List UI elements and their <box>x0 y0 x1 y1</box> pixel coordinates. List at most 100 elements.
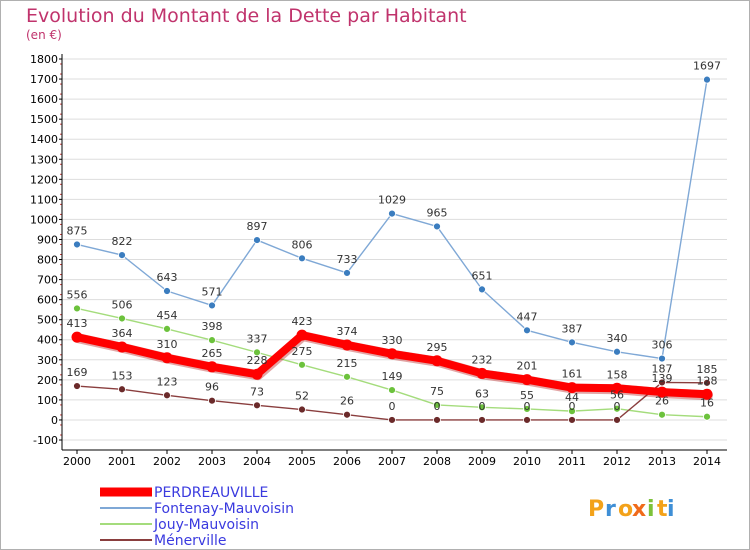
data-point-fontenay-mauvoisin <box>478 285 486 294</box>
data-label-fontenay-mauvoisin: 965 <box>427 206 448 219</box>
y-tick-label: 1400 <box>30 133 58 146</box>
data-point-jouy-mauvoisin <box>253 348 261 357</box>
data-point-fontenay-mauvoisin <box>703 75 711 84</box>
logo-letter: r <box>605 497 616 522</box>
data-label-perdreauville: 423 <box>292 315 313 328</box>
data-label-m-nerville: 0 <box>524 400 531 413</box>
x-tick-label: 2003 <box>198 455 226 468</box>
data-point-m-nerville <box>703 378 711 387</box>
x-tick-label: 2012 <box>603 455 631 468</box>
data-label-m-nerville: 153 <box>112 369 133 382</box>
series-layer <box>71 75 713 424</box>
y-tick-label: 1600 <box>30 93 58 106</box>
data-point-m-nerville <box>613 416 621 424</box>
data-label-jouy-mauvoisin: 215 <box>337 357 358 370</box>
data-label-layer: 875 822 643 571 897 806 733 1029 965 651 447 387 340… <box>67 60 722 413</box>
data-label-perdreauville: 128 <box>697 374 718 387</box>
y-tick-label: 1300 <box>30 153 58 166</box>
data-label-perdreauville: 265 <box>202 347 223 360</box>
logo-letter: x <box>632 497 646 522</box>
chart-subtitle: (en €) <box>26 28 62 42</box>
data-label-jouy-mauvoisin: 149 <box>382 370 403 383</box>
data-label-m-nerville: 0 <box>569 400 576 413</box>
data-point-fontenay-mauvoisin <box>118 251 126 260</box>
logo-letter: P <box>588 497 604 522</box>
data-label-m-nerville: 52 <box>295 390 309 403</box>
data-point-jouy-mauvoisin <box>343 372 351 381</box>
data-label-jouy-mauvoisin: 26 <box>655 395 669 408</box>
data-point-fontenay-mauvoisin <box>658 354 666 363</box>
y-tick-label: 200 <box>37 374 58 387</box>
data-label-fontenay-mauvoisin: 447 <box>517 310 538 323</box>
axis-layer: -100010020030040050060070080090010001100… <box>30 53 727 468</box>
data-point-perdreauville <box>386 348 398 360</box>
data-point-fontenay-mauvoisin <box>163 287 171 295</box>
x-tick-label: 2008 <box>423 455 451 468</box>
y-tick-label: 1000 <box>30 213 58 226</box>
y-tick-label: 1200 <box>30 173 58 186</box>
data-point-fontenay-mauvoisin <box>613 347 621 356</box>
data-label-fontenay-mauvoisin: 1029 <box>378 194 406 207</box>
data-label-jouy-mauvoisin: 56 <box>610 389 624 402</box>
data-point-perdreauville <box>341 339 353 351</box>
data-point-m-nerville <box>568 416 576 424</box>
data-label-jouy-mauvoisin: 398 <box>202 320 223 333</box>
y-tick-label: 600 <box>37 294 58 307</box>
y-tick-label: 1700 <box>30 73 58 86</box>
data-label-perdreauville: 374 <box>337 325 358 338</box>
data-point-perdreauville <box>431 355 443 367</box>
data-point-m-nerville <box>343 410 351 419</box>
logo-letter: i <box>667 497 675 522</box>
data-point-fontenay-mauvoisin <box>253 236 261 244</box>
data-label-perdreauville: 161 <box>562 368 583 381</box>
data-point-m-nerville <box>478 416 486 424</box>
data-point-jouy-mauvoisin <box>118 314 126 323</box>
y-tick-label: 0 <box>51 414 58 427</box>
data-label-fontenay-mauvoisin: 875 <box>67 224 88 237</box>
data-point-fontenay-mauvoisin <box>523 326 531 335</box>
data-point-fontenay-mauvoisin <box>433 222 441 231</box>
data-point-perdreauville <box>521 374 533 386</box>
data-label-jouy-mauvoisin: 337 <box>247 332 268 345</box>
data-point-jouy-mauvoisin <box>478 403 486 412</box>
x-tick-label: 2009 <box>468 455 496 468</box>
data-label-perdreauville: 413 <box>67 317 88 330</box>
data-point-jouy-mauvoisin <box>658 410 666 419</box>
chart-title: Evolution du Montant de la Dette par Hab… <box>26 5 467 27</box>
data-point-jouy-mauvoisin <box>523 405 531 413</box>
data-point-m-nerville <box>388 416 396 424</box>
data-point-jouy-mauvoisin <box>163 325 171 333</box>
data-point-jouy-mauvoisin <box>208 336 216 345</box>
data-label-jouy-mauvoisin: 55 <box>520 389 534 402</box>
data-point-jouy-mauvoisin <box>388 386 396 394</box>
y-tick-label: 300 <box>37 354 58 367</box>
data-point-perdreauville <box>656 386 668 398</box>
y-tick-label: 1500 <box>30 113 58 126</box>
grid-layer <box>62 58 727 441</box>
data-point-fontenay-mauvoisin <box>388 209 396 218</box>
data-point-perdreauville <box>296 329 308 341</box>
x-tick-label: 2013 <box>648 455 676 468</box>
data-label-perdreauville: 228 <box>247 354 268 367</box>
data-point-jouy-mauvoisin <box>433 401 441 409</box>
legend-label-m-nerville: Ménerville <box>154 533 227 549</box>
y-tick-label: 500 <box>37 314 58 327</box>
legend-label-perdreauville: PERDREAUVILLE <box>154 485 268 501</box>
data-label-m-nerville: 26 <box>340 395 354 408</box>
logo-letter: t <box>657 497 668 522</box>
data-label-m-nerville: 96 <box>205 381 219 394</box>
data-label-fontenay-mauvoisin: 897 <box>247 220 268 233</box>
data-label-jouy-mauvoisin: 454 <box>157 309 178 322</box>
legend-label-fontenay-mauvoisin: Fontenay-Mauvoisin <box>154 501 294 517</box>
data-point-jouy-mauvoisin <box>703 412 711 421</box>
data-label-perdreauville: 158 <box>607 368 628 381</box>
y-tick-label: 900 <box>37 233 58 246</box>
data-label-fontenay-mauvoisin: 806 <box>292 238 313 251</box>
data-point-m-nerville <box>658 378 666 387</box>
y-tick-label: 1100 <box>30 193 58 206</box>
y-tick-label: 100 <box>37 394 58 407</box>
data-point-perdreauville <box>206 361 218 373</box>
legend-label-jouy-mauvoisin: Jouy-Mauvoisin <box>153 517 259 533</box>
data-label-m-nerville: 0 <box>614 400 621 413</box>
